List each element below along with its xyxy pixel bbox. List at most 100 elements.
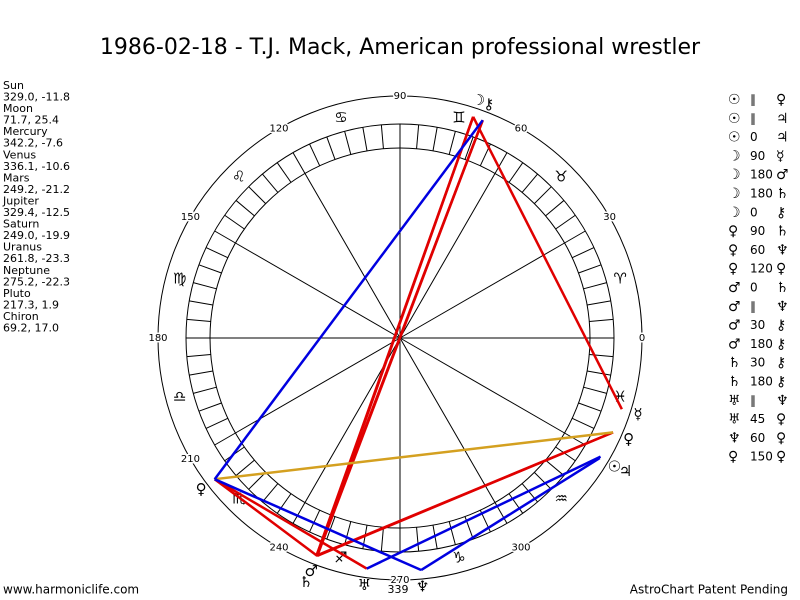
ring-tick xyxy=(521,173,538,193)
ring-tick xyxy=(344,521,352,545)
ring-tick xyxy=(262,173,279,193)
aspect-planet: ♀ xyxy=(776,92,786,108)
aspect-planet: ♀ xyxy=(728,449,738,465)
ring-tick xyxy=(533,186,552,205)
ring-tick xyxy=(186,318,211,322)
planet-position: 69.2, 17.0 xyxy=(3,322,59,335)
planet-glyph: ⚷ xyxy=(483,95,494,113)
aspect-line xyxy=(213,119,484,480)
planet-name: Neptune xyxy=(3,264,50,277)
ring-tick xyxy=(589,318,614,322)
aspect-angle: 0 xyxy=(750,281,758,295)
planet-position: 261.8, -23.3 xyxy=(3,252,70,265)
aspect-angle: 0 xyxy=(750,130,758,144)
sign-glyph: ♌ xyxy=(232,167,245,185)
aspect-planet: ⚷ xyxy=(776,374,786,390)
aspect-planet: ♅ xyxy=(728,393,741,409)
planet-name: Mars xyxy=(3,171,30,184)
aspect-angle: 30 xyxy=(750,318,765,332)
planet-name: Uranus xyxy=(3,241,42,254)
planet-position: 249.0, -19.9 xyxy=(3,229,70,242)
ring-tick xyxy=(205,247,229,259)
planet-name: Sun xyxy=(3,79,24,92)
aspect-planet: ♀ xyxy=(776,412,786,428)
aspect-planet: ♀ xyxy=(728,224,738,240)
ring-tick xyxy=(362,127,368,151)
planet-glyph: ♀ xyxy=(196,480,207,498)
planet-glyph: ☉ xyxy=(608,457,621,475)
planet-name: Moon xyxy=(3,102,33,115)
ring-tick xyxy=(555,446,576,462)
planet-name: Pluto xyxy=(3,287,31,300)
aspect-angle: 60 xyxy=(750,243,765,257)
planet-position: 336.1, -10.6 xyxy=(3,160,70,173)
ring-tick xyxy=(198,264,222,274)
planet-name: Saturn xyxy=(3,218,39,231)
ring-tick xyxy=(583,282,607,290)
planet-position: 342.2, -7.6 xyxy=(3,137,63,150)
aspect-angle: 0 xyxy=(750,205,758,219)
ring-tick xyxy=(193,386,217,394)
ring-tick xyxy=(224,214,245,230)
ring-tick xyxy=(326,136,336,160)
aspect-angle: ∥ xyxy=(750,393,756,407)
aspect-line xyxy=(316,431,614,557)
aspect-line xyxy=(315,116,475,556)
ring-tick xyxy=(448,131,456,155)
planet-glyph: ♀ xyxy=(623,430,634,448)
aspect-planet: ⚷ xyxy=(776,355,786,371)
ring-tick xyxy=(533,471,552,490)
aspect-angle: 120 xyxy=(750,262,773,276)
ring-tick xyxy=(448,521,456,545)
aspect-line xyxy=(213,478,319,557)
ring-tick xyxy=(262,483,279,503)
title: 1986-02-18 - T.J. Mack, American profess… xyxy=(100,35,701,60)
ring-tick xyxy=(292,502,306,524)
ring-tick xyxy=(380,527,384,552)
aspect-planet: ☉ xyxy=(728,130,741,146)
planet-position: 71.7, 25.4 xyxy=(3,114,59,127)
planet-position: 249.2, -21.2 xyxy=(3,183,70,196)
planet-name: Mercury xyxy=(3,125,48,138)
aspect-angle: 180 xyxy=(750,187,773,201)
ring-tick xyxy=(189,370,213,376)
sign-glyph: ♐ xyxy=(334,549,347,567)
aspect-angle: 90 xyxy=(750,149,765,163)
sign-glyph: ♊ xyxy=(452,108,465,126)
planet-glyph: ♅ xyxy=(358,576,371,594)
aspect-planet: ♀ xyxy=(776,449,786,465)
ring-tick xyxy=(564,230,586,244)
ring-tick xyxy=(571,247,595,259)
planet-name: Jupiter xyxy=(2,195,39,208)
aspect-line xyxy=(315,119,484,556)
ring-tick xyxy=(235,200,255,217)
degree-label: 210 xyxy=(181,454,200,465)
ring-tick xyxy=(309,509,321,533)
aspect-line xyxy=(366,455,602,570)
ring-tick xyxy=(248,186,267,205)
aspect-planet: ☽ xyxy=(728,205,741,221)
aspect-angle: 150 xyxy=(750,450,773,464)
ring-tick xyxy=(555,214,576,230)
degree-label: 150 xyxy=(181,212,200,223)
degree-label: 0 xyxy=(639,333,645,344)
aspect-line xyxy=(472,116,623,410)
planet-glyph: ☽ xyxy=(472,91,485,109)
ring-tick xyxy=(193,282,217,290)
ring-tick xyxy=(214,432,236,446)
ring-tick xyxy=(416,124,420,149)
ring-tick xyxy=(571,417,595,429)
spoke xyxy=(399,242,565,339)
planet-glyph: ♄ xyxy=(299,573,312,591)
ring-tick xyxy=(309,143,321,167)
degree-label: 180 xyxy=(148,333,167,344)
aspect-planet: ⚷ xyxy=(776,336,786,352)
aspect-planet: ♄ xyxy=(776,280,789,296)
aspect-planet: ♆ xyxy=(776,393,789,409)
aspect-planet: ♀ xyxy=(776,261,786,277)
aspect-line xyxy=(214,478,368,570)
planet-name: Chiron xyxy=(3,310,39,323)
aspect-angle: 180 xyxy=(750,168,773,182)
aspect-planet: ⚷ xyxy=(776,318,786,334)
